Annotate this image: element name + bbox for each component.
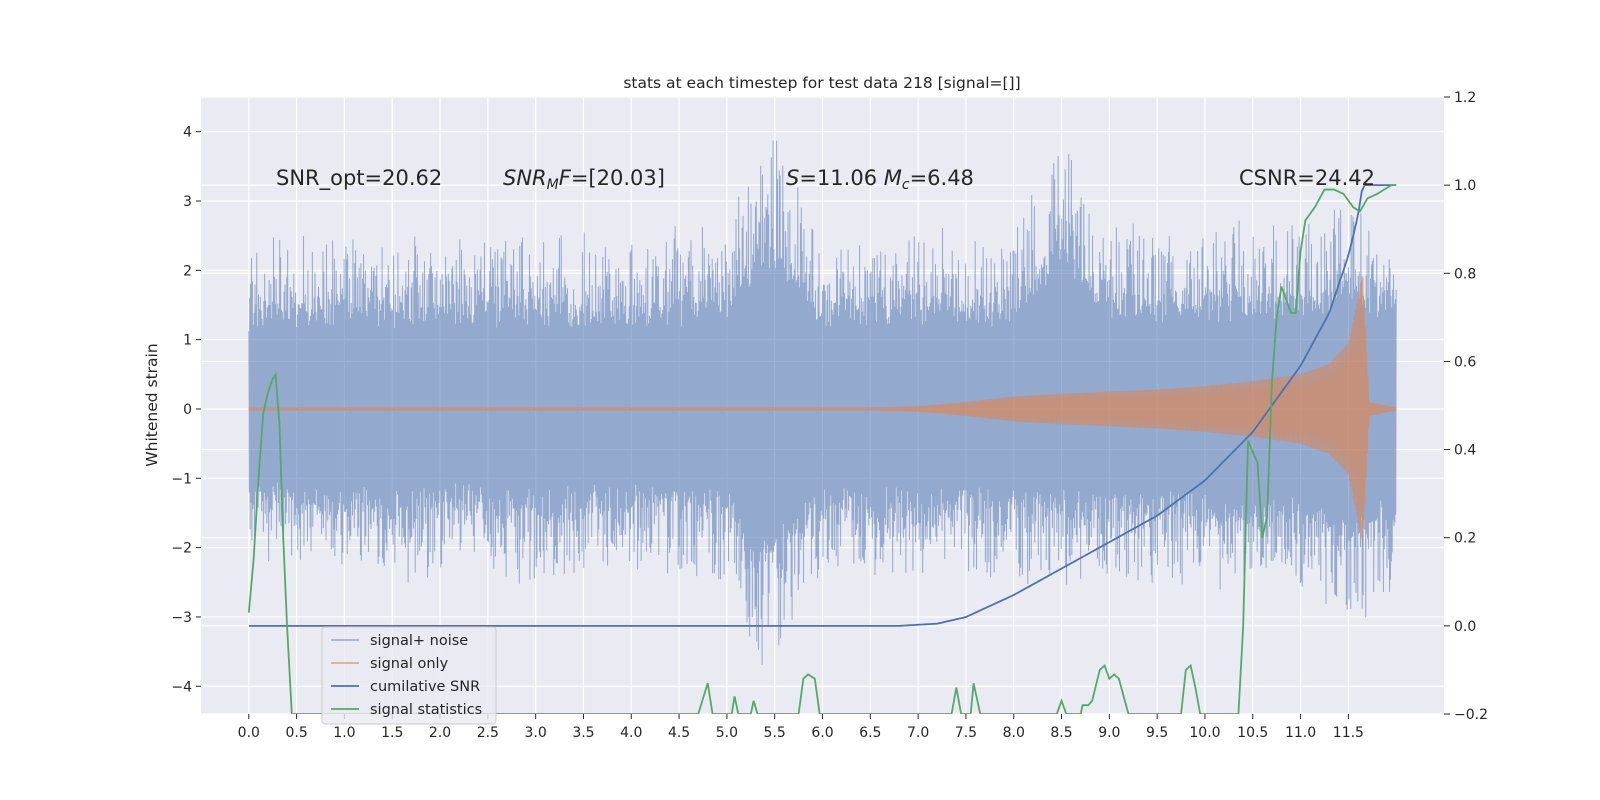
x-tick-label: 2.0: [429, 725, 451, 741]
annotation-csnr: CSNR=24.42: [1239, 166, 1375, 190]
y-tick-label: 0: [183, 402, 192, 418]
y-axis-label: Whitened strain: [143, 343, 161, 466]
series-signal-only: [248, 275, 1397, 546]
x-tick-label: 5.0: [716, 725, 738, 741]
x-tick-label: 6.5: [859, 725, 881, 741]
series-signal-noise: [248, 140, 1397, 665]
legend-label: signal+ noise: [370, 633, 468, 649]
x-tick-label: 11.0: [1285, 725, 1316, 741]
legend-box: [321, 626, 497, 725]
plot-layer: [247, 140, 1397, 714]
x-tick-label: 8.5: [1050, 725, 1072, 741]
y-tick-label: 4: [183, 125, 192, 141]
y2-tick-label: 0.8: [1454, 266, 1476, 282]
legend-label: cumilative SNR: [370, 679, 480, 695]
annotation-s-mc: S=11.06 Mc=6.48: [786, 166, 974, 193]
annotation-snr-mf: SNRMF=[20.03]: [503, 166, 665, 193]
series-signal-statistics: [247, 184, 1397, 714]
x-tick-label: 2.5: [477, 725, 499, 741]
y-tick-label: −3: [171, 610, 192, 626]
legend-label: signal statistics: [370, 702, 482, 718]
y2-tick-label: 0.4: [1454, 443, 1476, 459]
x-tick-label: 5.5: [764, 725, 786, 741]
series-cumulative-snr: [248, 184, 1397, 627]
y-tick-label: −4: [171, 679, 192, 695]
x-tick-label: 9.5: [1146, 725, 1168, 741]
x-tick-label: 10.5: [1237, 725, 1268, 741]
legend-label: signal only: [370, 656, 449, 672]
x-tick-label: 10.0: [1189, 725, 1220, 741]
annotation-snr-opt: SNR_opt=20.62: [276, 166, 442, 191]
x-tick-label: 7.5: [955, 725, 977, 741]
x-tick-label: 7.0: [907, 725, 929, 741]
x-tick-label: 4.5: [668, 725, 690, 741]
y-tick-label: 1: [183, 333, 192, 349]
x-tick-label: 9.0: [1098, 725, 1120, 741]
y-tick-label: −1: [171, 471, 192, 487]
chart-title: stats at each timestep for test data 218…: [623, 74, 1020, 92]
axes: 0.0 0.5 1.0 1.5 2.0 2.5 3.0 3.5 4.0 4.5 5.0 5.5 6.0 6…: [171, 90, 1488, 741]
legend: signal+ noise signal only cumilative SNR si…: [321, 626, 497, 725]
x-tick-label: 0.5: [285, 725, 307, 741]
x-tick-label: 3.5: [572, 725, 594, 741]
x-tick-label: 4.0: [620, 725, 642, 741]
y2-tick-label: 1.0: [1454, 178, 1476, 194]
y-tick-label: 2: [183, 263, 192, 279]
x-tick-label: 0.0: [238, 725, 260, 741]
x-tick-label: 8.0: [1003, 725, 1025, 741]
x-tick-label: 3.0: [525, 725, 547, 741]
y2-tick-label: 0.6: [1454, 354, 1476, 370]
x-tick-label: 11.5: [1333, 725, 1364, 741]
x-tick-label: 1.0: [333, 725, 355, 741]
y-tick-label: −2: [171, 541, 192, 557]
y2-tick-label: 0.2: [1454, 531, 1476, 547]
y2-tick-label: 0.0: [1454, 619, 1476, 635]
x-tick-label: 6.0: [811, 725, 833, 741]
y2-tick-label: 1.2: [1454, 90, 1476, 106]
y-tick-label: 3: [183, 194, 192, 210]
x-tick-label: 1.5: [381, 725, 403, 741]
y2-tick-label: −0.2: [1454, 707, 1488, 723]
